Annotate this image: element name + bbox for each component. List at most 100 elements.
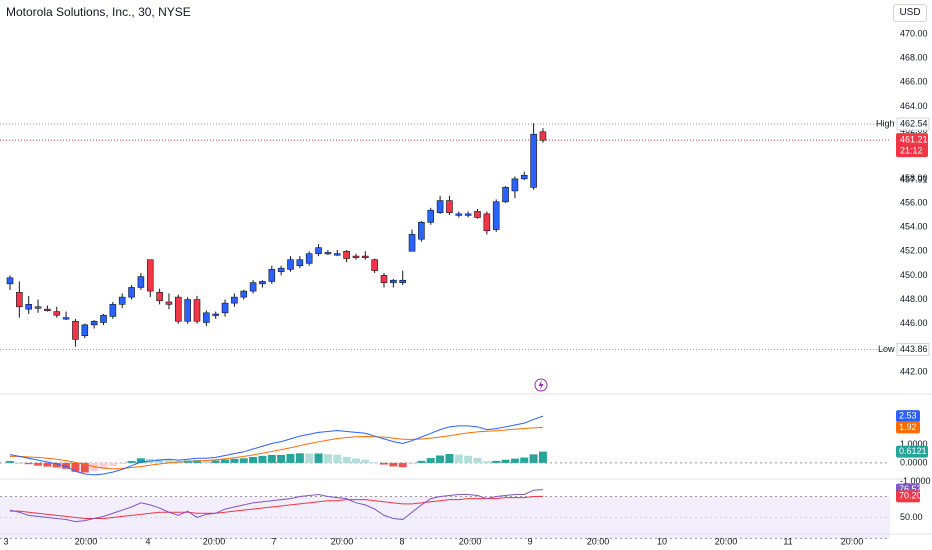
macd-hist-bar-17	[164, 459, 173, 463]
time-tick-2: 4	[145, 536, 150, 546]
candle-body-16	[156, 291, 163, 302]
time-tick-3: 20:00	[203, 536, 226, 546]
macd-hist-bar-8	[80, 462, 89, 473]
candle-body-24	[231, 296, 238, 304]
last-price-countdown: 21:12	[900, 146, 923, 156]
candle-body-38	[361, 255, 369, 258]
candle-body-39	[371, 259, 378, 271]
candle-body-9	[90, 320, 98, 326]
macd-hist-bar-38	[361, 459, 370, 463]
macd-tick-2: -1.0000	[900, 476, 931, 486]
candle-body-26	[249, 282, 257, 292]
candle-body-21	[203, 312, 210, 323]
candle-body-10	[100, 314, 107, 323]
last-price-badge	[896, 133, 928, 158]
rsi-ma-value-label: 70.20	[899, 491, 922, 501]
macd-hist-bar-49	[464, 455, 473, 463]
macd-hist-bar-5	[52, 462, 61, 468]
candle-body-30	[287, 259, 294, 270]
candle-body-56	[530, 133, 537, 188]
price-tick-13: 468.00	[900, 53, 928, 63]
rsi-ma-line	[10, 495, 543, 519]
macd-hist-bar-47	[445, 454, 454, 463]
price-tick-7: 456.00	[900, 197, 928, 207]
macd-hist-bar-13	[127, 461, 136, 463]
currency-button[interactable]: USD	[893, 4, 927, 22]
candle-body-27	[259, 281, 266, 285]
hist-value-label-bg	[896, 445, 928, 458]
candle-body-45	[427, 209, 435, 223]
rsi-line	[9, 489, 543, 523]
candle-body-40	[380, 275, 388, 283]
macd-hist-bar-57	[538, 451, 547, 463]
time-tick-11: 20:00	[715, 536, 738, 546]
macd-hist-bar-3	[34, 462, 43, 466]
time-tick-13: 20:00	[841, 536, 864, 546]
candle-body-42	[399, 279, 407, 283]
price-tick-12: 466.00	[900, 77, 928, 87]
time-tick-6: 8	[399, 536, 404, 546]
candle-body-51	[483, 213, 491, 232]
candle-body-37	[352, 255, 360, 258]
low-label: Low	[878, 344, 895, 354]
macd-hist-bar-0	[6, 461, 14, 463]
candle-body-18	[175, 296, 182, 322]
candle-body-55	[520, 174, 528, 180]
candle-body-12	[118, 296, 126, 305]
macd-tick-1: 0.0000	[900, 457, 928, 467]
last-price-value: 461.21	[900, 135, 928, 145]
price-tick-8: 458.00	[900, 173, 928, 183]
candle-body-23	[221, 302, 229, 314]
chart-title: Motorola Solutions, Inc., 30, NYSE	[6, 5, 191, 19]
candle-body-31	[296, 259, 304, 267]
macd-hist-bar-30	[286, 454, 295, 463]
price-tick-4: 450.00	[900, 270, 928, 280]
macd-hist-bar-24	[230, 458, 239, 463]
candle-body-7	[72, 320, 79, 340]
time-tick-7: 20:00	[459, 536, 482, 546]
macd-hist-bar-56	[529, 454, 538, 463]
macd-hist-bar-40	[380, 462, 388, 465]
macd-hist-bar-35	[333, 454, 342, 463]
time-tick-1: 20:00	[75, 536, 98, 546]
candle-body-13	[128, 287, 135, 298]
macd-hist-bar-11	[108, 462, 117, 467]
macd-hist-bar-37	[351, 458, 360, 463]
lightning-icon-glyph	[538, 380, 544, 390]
candle-body-0	[6, 277, 14, 285]
candle-body-8	[81, 324, 89, 337]
macd-line	[9, 415, 544, 476]
macd-hist-bar-28	[267, 454, 276, 463]
macd-hist-bar-2	[24, 462, 33, 465]
macd-hist-bar-34	[323, 454, 332, 463]
candle-body-5	[53, 311, 61, 316]
price-tick-11: 464.00	[900, 101, 928, 111]
candle-body-3	[34, 306, 42, 309]
macd-value-label-bg	[896, 410, 920, 423]
macd-hist-bar-29	[277, 454, 286, 463]
macd-hist-bar-4	[43, 462, 52, 467]
hist-value-label: 0.6121	[899, 446, 927, 456]
price-tick-5: 452.00	[900, 246, 928, 256]
macd-hist-bar-46	[436, 455, 445, 463]
candle-body-15	[146, 259, 154, 292]
macd-hist-bar-12	[118, 462, 127, 464]
price-tick-3: 448.00	[900, 294, 928, 304]
macd-hist-bar-45	[426, 458, 435, 463]
macd-hist-bar-36	[342, 456, 351, 463]
candle-body-6	[62, 317, 70, 320]
candle-body-49	[464, 213, 472, 216]
candle-body-17	[165, 301, 173, 305]
macd-hist-bar-32	[305, 453, 314, 463]
candle-body-57	[539, 131, 547, 141]
candle-body-29	[277, 267, 285, 273]
rsi-tick-0: 50.00	[900, 512, 923, 522]
macd-hist-bar-25	[239, 458, 248, 463]
candle-body-48	[455, 213, 463, 216]
candle-body-11	[109, 304, 117, 317]
macd-hist-bar-31	[295, 453, 304, 463]
macd-hist-bar-27	[258, 455, 267, 463]
macd-hist-bar-52	[492, 460, 501, 463]
